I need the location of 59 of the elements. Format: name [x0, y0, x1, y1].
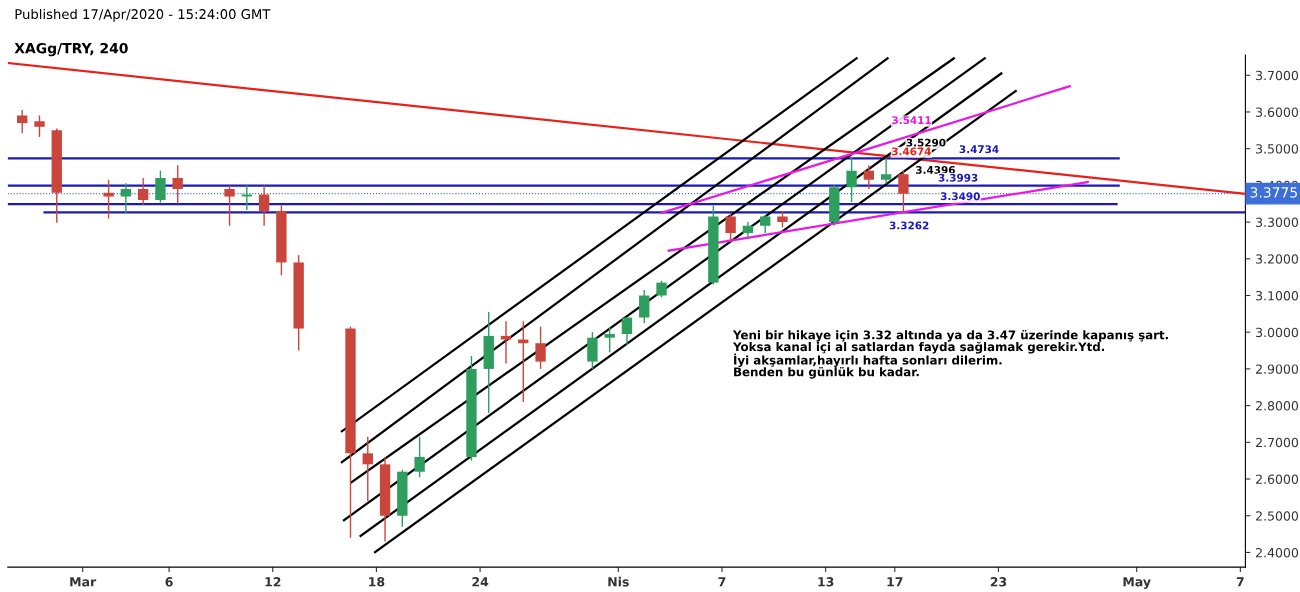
candlestick — [621, 316, 633, 346]
annotation: Yeni bir hikaye için 3.32 altında ya da 3.47 üzerinde kapanış şart. Yoksa kanal içi al satlardan fayda sağlamak gerekir.Ytd. İyi akşamlar,hayırlı hafta sonları dilerim. Benden bu günlük bu kadar. — [732, 330, 1168, 379]
x-tick-label: May — [1123, 577, 1151, 589]
candlestick — [880, 157, 892, 185]
y-tick-label: 2.8000 — [1256, 401, 1299, 411]
y-tick-label: 2.5000 — [1256, 511, 1299, 521]
candlestick — [258, 184, 270, 227]
x-tick-label: 13 — [818, 577, 834, 587]
candlestick — [137, 177, 149, 206]
x-tick-label: Nis — [608, 576, 629, 587]
candlestick — [172, 164, 183, 205]
annotation: 3.5411 — [892, 116, 931, 125]
candlestick — [535, 326, 546, 370]
candlestick — [414, 436, 425, 478]
y-tick-label: 3.0000 — [1256, 327, 1299, 338]
candlestick — [760, 214, 771, 234]
y-tick-label: 3.5000 — [1256, 144, 1299, 154]
candlestick — [587, 331, 598, 370]
annotation: 3.5290 — [906, 138, 946, 147]
annotation: 3.3262 — [889, 221, 929, 230]
candlestick — [120, 182, 132, 214]
candlestick — [34, 114, 45, 138]
x-tick-label: 6 — [165, 577, 173, 587]
x-tick-label: 17 — [887, 577, 903, 587]
ref-line-label: 3.3775 — [1250, 187, 1297, 198]
candlestick — [500, 320, 512, 365]
x-tick-label: 24 — [472, 577, 489, 587]
y-tick-label: 3.1000 — [1256, 290, 1299, 301]
y-tick-label: 2.6000 — [1256, 474, 1299, 484]
annotation: 3.4396 — [916, 165, 955, 174]
candlestick — [639, 289, 650, 324]
x-tick-label: 7 — [1236, 577, 1244, 587]
annotation: 3.4734 — [959, 145, 999, 154]
y-tick-label: 2.9000 — [1256, 364, 1299, 374]
candlestick — [725, 212, 736, 243]
y-tick-label: 2.4000 — [1256, 547, 1299, 558]
x-tick-label: 23 — [990, 577, 1007, 587]
candlestick — [155, 169, 166, 204]
y-tick-label: 3.2000 — [1256, 254, 1299, 264]
candlestick — [17, 109, 28, 134]
y-tick-label: 3.3000 — [1256, 217, 1299, 228]
candlestick — [604, 326, 615, 354]
annotation: 3.3993 — [938, 173, 978, 182]
annotation: 3.4674 — [891, 147, 931, 156]
y-tick-label: 3.6000 — [1256, 107, 1299, 117]
x-tick-label: 18 — [369, 577, 385, 587]
y-tick-label: 3.7000 — [1256, 70, 1299, 81]
candlestick — [846, 157, 857, 203]
candlestick — [898, 169, 909, 214]
candlestick — [362, 436, 373, 502]
x-tick-label: 7 — [718, 577, 726, 587]
x-tick-label: Mar — [70, 577, 97, 587]
candlestick — [224, 184, 235, 227]
chart-title: XAGg/TRY, 240 — [14, 42, 128, 57]
candlestick — [863, 164, 875, 190]
x-tick-label: 12 — [265, 577, 281, 587]
y-tick-label: 2.7000 — [1256, 437, 1299, 448]
annotation: 3.3490 — [940, 192, 980, 201]
text: Published 17/Apr/2020 - 15:24:00 GMT — [15, 8, 271, 22]
